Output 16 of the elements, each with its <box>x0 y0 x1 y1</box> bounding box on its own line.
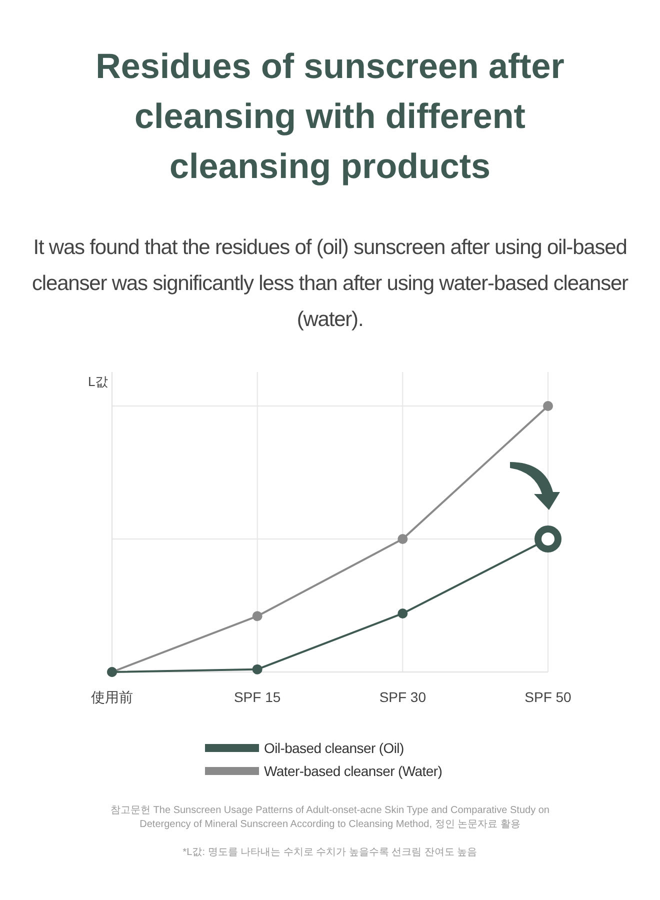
x-tick-label: SPF 30 <box>379 689 426 705</box>
x-tick-label: SPF 50 <box>524 689 572 705</box>
point <box>252 664 262 674</box>
text: 참고문헌 The Sunscreen Usage Patterns of Adult-onset-acne Skin Type and Comparative Study on Detergency of Mineral Sunscreen According to Cleansing Method, 정인 논문자료 활용 <box>110 804 550 832</box>
chart-subtitle: It was found that the residues of (oil) sunscreen after using oil-based cleanser was significantly less than after using water-based cleanser (water). <box>31 235 630 333</box>
point <box>398 608 408 618</box>
legend-label: Water-based cleanser (Water) <box>264 763 442 779</box>
x-tick-label: SPF 15 <box>234 689 281 705</box>
legend-label: Oil-based cleanser (Oil) <box>264 740 404 756</box>
point <box>252 611 262 622</box>
point <box>398 534 408 544</box>
x-tick-label: 使用前 <box>91 689 133 705</box>
point <box>543 401 553 411</box>
text: *L값: 명도를 나타내는 수치로 수치가 높을수록 선크림 잔여도 높음 <box>182 846 478 860</box>
y-axis-title: L값 <box>88 374 108 389</box>
chart-title: Residues of sunscreen after cleansing with different cleansing products <box>94 46 566 188</box>
